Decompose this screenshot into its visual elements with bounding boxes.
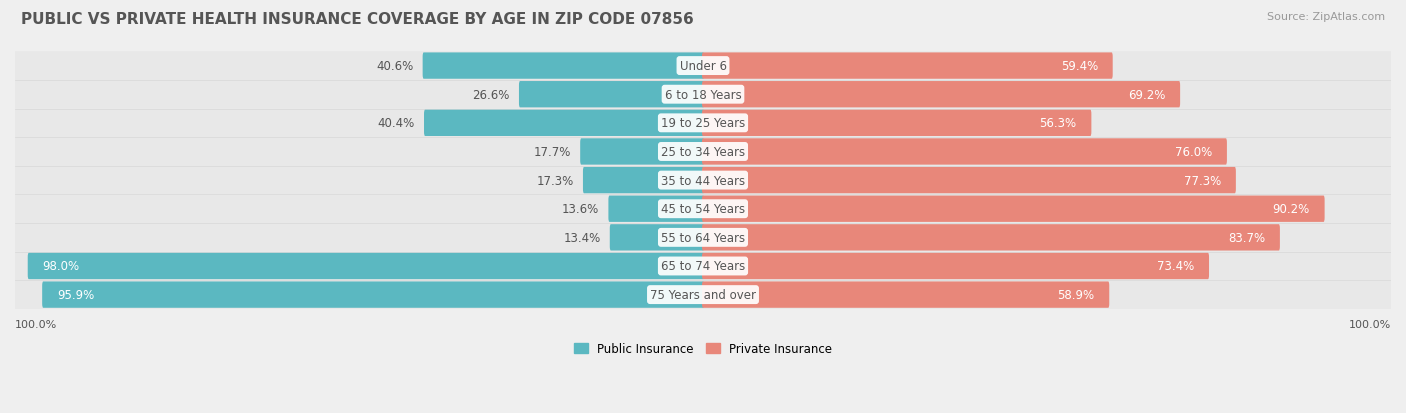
Text: 90.2%: 90.2% xyxy=(1272,203,1310,216)
Text: 98.0%: 98.0% xyxy=(42,260,80,273)
FancyBboxPatch shape xyxy=(15,109,1391,138)
Text: 100.0%: 100.0% xyxy=(15,319,58,329)
FancyBboxPatch shape xyxy=(702,282,1109,308)
Text: 76.0%: 76.0% xyxy=(1175,146,1212,159)
Text: 69.2%: 69.2% xyxy=(1128,88,1166,102)
FancyBboxPatch shape xyxy=(702,53,1112,80)
Text: 77.3%: 77.3% xyxy=(1184,174,1220,187)
FancyBboxPatch shape xyxy=(15,252,1391,280)
Text: 65 to 74 Years: 65 to 74 Years xyxy=(661,260,745,273)
Text: PUBLIC VS PRIVATE HEALTH INSURANCE COVERAGE BY AGE IN ZIP CODE 07856: PUBLIC VS PRIVATE HEALTH INSURANCE COVER… xyxy=(21,12,693,27)
FancyBboxPatch shape xyxy=(609,196,704,222)
Text: 13.6%: 13.6% xyxy=(562,203,599,216)
FancyBboxPatch shape xyxy=(15,81,1391,109)
Text: 40.4%: 40.4% xyxy=(377,117,415,130)
FancyBboxPatch shape xyxy=(702,253,1209,280)
FancyBboxPatch shape xyxy=(702,168,1236,194)
FancyBboxPatch shape xyxy=(519,82,704,108)
FancyBboxPatch shape xyxy=(702,139,1227,165)
FancyBboxPatch shape xyxy=(15,223,1391,252)
Text: 40.6%: 40.6% xyxy=(375,60,413,73)
Text: 17.3%: 17.3% xyxy=(537,174,574,187)
FancyBboxPatch shape xyxy=(581,139,704,165)
FancyBboxPatch shape xyxy=(702,196,1324,222)
Text: 13.4%: 13.4% xyxy=(564,231,600,244)
Text: 35 to 44 Years: 35 to 44 Years xyxy=(661,174,745,187)
Text: 95.9%: 95.9% xyxy=(58,288,94,301)
FancyBboxPatch shape xyxy=(702,110,1091,137)
Text: 73.4%: 73.4% xyxy=(1157,260,1194,273)
FancyBboxPatch shape xyxy=(15,195,1391,223)
FancyBboxPatch shape xyxy=(702,225,1279,251)
Text: 56.3%: 56.3% xyxy=(1039,117,1077,130)
FancyBboxPatch shape xyxy=(425,110,704,137)
Text: 83.7%: 83.7% xyxy=(1227,231,1265,244)
Text: Source: ZipAtlas.com: Source: ZipAtlas.com xyxy=(1267,12,1385,22)
Legend: Public Insurance, Private Insurance: Public Insurance, Private Insurance xyxy=(569,337,837,360)
FancyBboxPatch shape xyxy=(702,82,1180,108)
FancyBboxPatch shape xyxy=(42,282,704,308)
Text: 45 to 54 Years: 45 to 54 Years xyxy=(661,203,745,216)
FancyBboxPatch shape xyxy=(15,280,1391,309)
Text: 59.4%: 59.4% xyxy=(1060,60,1098,73)
Text: 100.0%: 100.0% xyxy=(1348,319,1391,329)
FancyBboxPatch shape xyxy=(583,168,704,194)
Text: Under 6: Under 6 xyxy=(679,60,727,73)
FancyBboxPatch shape xyxy=(15,52,1391,81)
Text: 55 to 64 Years: 55 to 64 Years xyxy=(661,231,745,244)
Text: 6 to 18 Years: 6 to 18 Years xyxy=(665,88,741,102)
Text: 58.9%: 58.9% xyxy=(1057,288,1094,301)
FancyBboxPatch shape xyxy=(28,253,704,280)
FancyBboxPatch shape xyxy=(610,225,704,251)
Text: 25 to 34 Years: 25 to 34 Years xyxy=(661,146,745,159)
Text: 26.6%: 26.6% xyxy=(472,88,509,102)
Text: 17.7%: 17.7% xyxy=(533,146,571,159)
FancyBboxPatch shape xyxy=(15,138,1391,166)
FancyBboxPatch shape xyxy=(15,166,1391,195)
Text: 75 Years and over: 75 Years and over xyxy=(650,288,756,301)
Text: 19 to 25 Years: 19 to 25 Years xyxy=(661,117,745,130)
FancyBboxPatch shape xyxy=(423,53,704,80)
